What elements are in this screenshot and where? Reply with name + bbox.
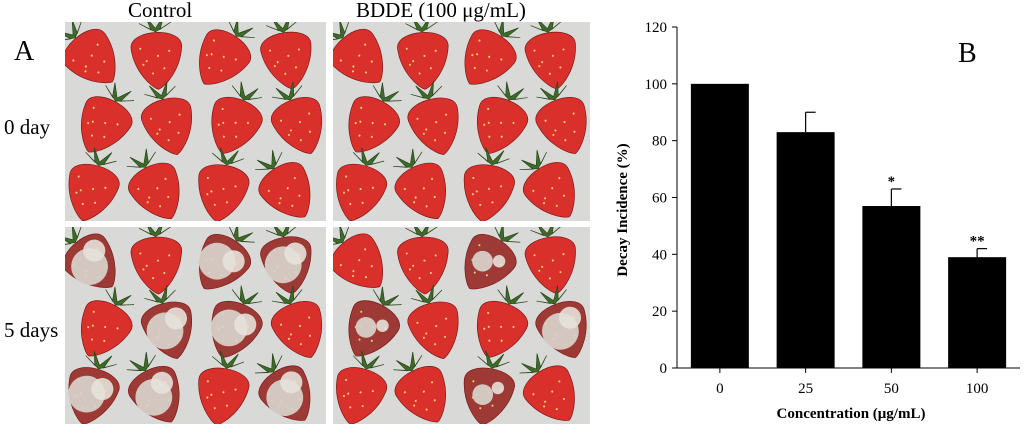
strawberry: [476, 285, 529, 358]
strawberry: [535, 285, 587, 358]
strawberry: [535, 81, 587, 154]
bar: [948, 257, 1007, 368]
strawberry: [65, 227, 116, 288]
strawberry: [130, 227, 183, 295]
strawberry: [260, 227, 312, 294]
significance-marker: *: [888, 174, 896, 190]
strawberry: [141, 285, 193, 359]
strawberry: [68, 350, 120, 424]
y-tick-label: 0: [660, 361, 668, 377]
strawberry: [198, 147, 250, 221]
y-tick-label: 100: [645, 77, 668, 93]
strawberries-fresh-image: [65, 22, 323, 221]
bar: [862, 206, 921, 368]
strawberry: [348, 286, 402, 357]
strawberry: [525, 22, 576, 90]
photo-bdde-day0: [333, 22, 590, 221]
strawberry: [525, 227, 576, 294]
strawberry: [198, 350, 250, 424]
photo-bdde-day5: [333, 227, 590, 424]
y-tick-label: 60: [652, 191, 667, 207]
column-label-control: Control: [128, 0, 193, 22]
photo-control-day5: [65, 227, 326, 424]
significance-marker: **: [970, 234, 985, 250]
strawberry: [68, 147, 120, 221]
strawberry: [476, 81, 529, 154]
y-tick-label: 20: [652, 304, 667, 320]
strawberry: [199, 22, 255, 85]
strawberry: [81, 286, 135, 357]
x-tick-label: 50: [884, 381, 899, 397]
strawberry: [336, 350, 387, 424]
strawberries-moldy-image: [65, 227, 323, 424]
strawberry: [397, 22, 449, 90]
strawberry: [270, 81, 323, 154]
strawberry: [397, 227, 449, 295]
strawberry: [141, 81, 193, 155]
strawberry: [336, 147, 387, 221]
photo-control-day0: [65, 22, 326, 221]
strawberry: [130, 22, 183, 90]
y-tick-label: 120: [645, 20, 668, 36]
strawberry: [393, 352, 446, 423]
strawberry: [81, 82, 135, 153]
strawberry: [519, 353, 575, 421]
x-tick-label: 0: [716, 381, 724, 397]
strawberry: [464, 227, 521, 290]
row-label-0-day: 0 day: [4, 115, 51, 139]
strawberry: [65, 22, 116, 84]
strawberry: [519, 150, 575, 218]
strawberry: [407, 81, 459, 155]
strawberries-fresh-image: [333, 22, 587, 221]
strawberry: [126, 352, 180, 423]
strawberry: [211, 81, 263, 154]
strawberry: [126, 148, 180, 219]
strawberry: [210, 285, 263, 358]
x-tick-label: 25: [798, 381, 813, 397]
strawberry: [348, 82, 402, 153]
x-tick-label: 100: [966, 381, 989, 397]
row-label-5-days: 5 days: [4, 318, 59, 342]
y-axis-label: Decay Incidence (%): [615, 143, 631, 276]
y-tick-label: 40: [652, 247, 667, 263]
strawberry: [198, 227, 255, 290]
bar: [690, 83, 749, 368]
panel-a-label: A: [14, 36, 35, 67]
panel-b-label: B: [958, 38, 977, 69]
strawberry: [464, 22, 521, 85]
strawberry: [407, 285, 459, 359]
x-axis-label: Concentration (μg/mL): [777, 406, 926, 422]
strawberry: [270, 285, 323, 358]
strawberry: [463, 147, 515, 221]
strawberry: [255, 150, 311, 218]
strawberry: [333, 22, 383, 84]
strawberry: [255, 353, 311, 421]
strawberry: [393, 148, 446, 219]
bar: [776, 132, 835, 368]
strawberry: [463, 350, 515, 424]
column-label-bdde: BDDE (100 μg/mL): [356, 0, 526, 22]
strawberry: [333, 227, 383, 288]
strawberry: [260, 22, 312, 90]
y-tick-label: 80: [652, 134, 667, 150]
strawberries-partial-decay-image: [333, 227, 587, 424]
